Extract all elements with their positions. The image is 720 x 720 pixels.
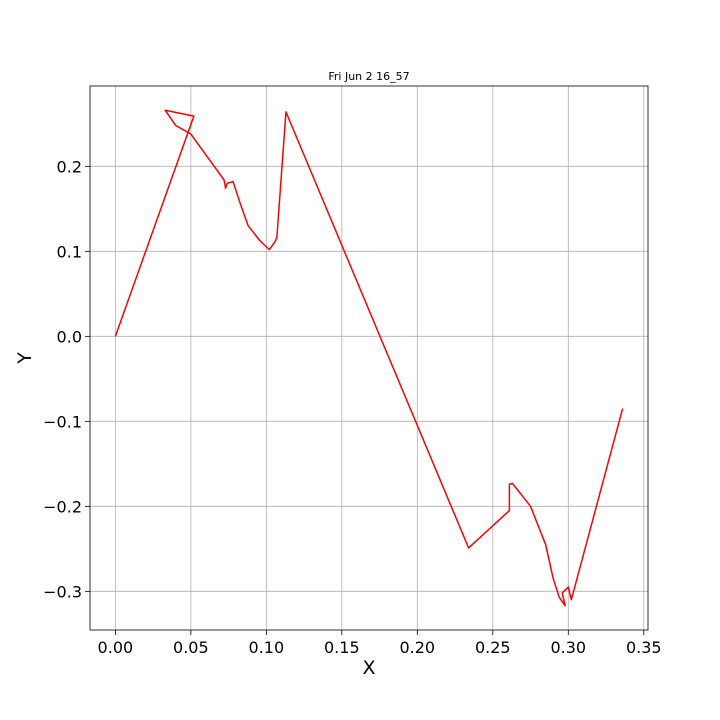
series-layer: [114, 109, 624, 607]
y-tick-label: 0.2: [57, 157, 82, 176]
grid: [90, 86, 648, 630]
y-tick-label: 0.1: [57, 242, 82, 261]
x-tick-label: 0.15: [324, 638, 360, 657]
y-tick-label: −0.2: [43, 497, 82, 516]
y-axis-ticks: −0.3 −0.2 −0.1 0.0 0.1 0.2: [43, 157, 90, 601]
plot-frame: [89, 85, 649, 631]
x-axis-label: X: [362, 657, 375, 679]
y-tick-label: 0.0: [57, 327, 82, 346]
x-tick-label: 0.20: [399, 638, 435, 657]
x-tick-label: 0.10: [249, 638, 285, 657]
x-tick-label: 0.05: [173, 638, 209, 657]
y-tick-label: −0.3: [43, 582, 82, 601]
series-line: [114, 109, 624, 607]
chart-title: Fri Jun 2 16_57: [328, 70, 409, 83]
x-tick-label: 0.00: [98, 638, 134, 657]
y-axis-label: Y: [14, 352, 36, 365]
x-tick-label: 0.35: [626, 638, 662, 657]
x-tick-label: 0.25: [475, 638, 511, 657]
x-tick-label: 0.30: [550, 638, 586, 657]
y-tick-label: −0.1: [43, 412, 82, 431]
x-axis-ticks: 0.00 0.05 0.10 0.15 0.20 0.25 0.30 0.35: [98, 630, 662, 657]
